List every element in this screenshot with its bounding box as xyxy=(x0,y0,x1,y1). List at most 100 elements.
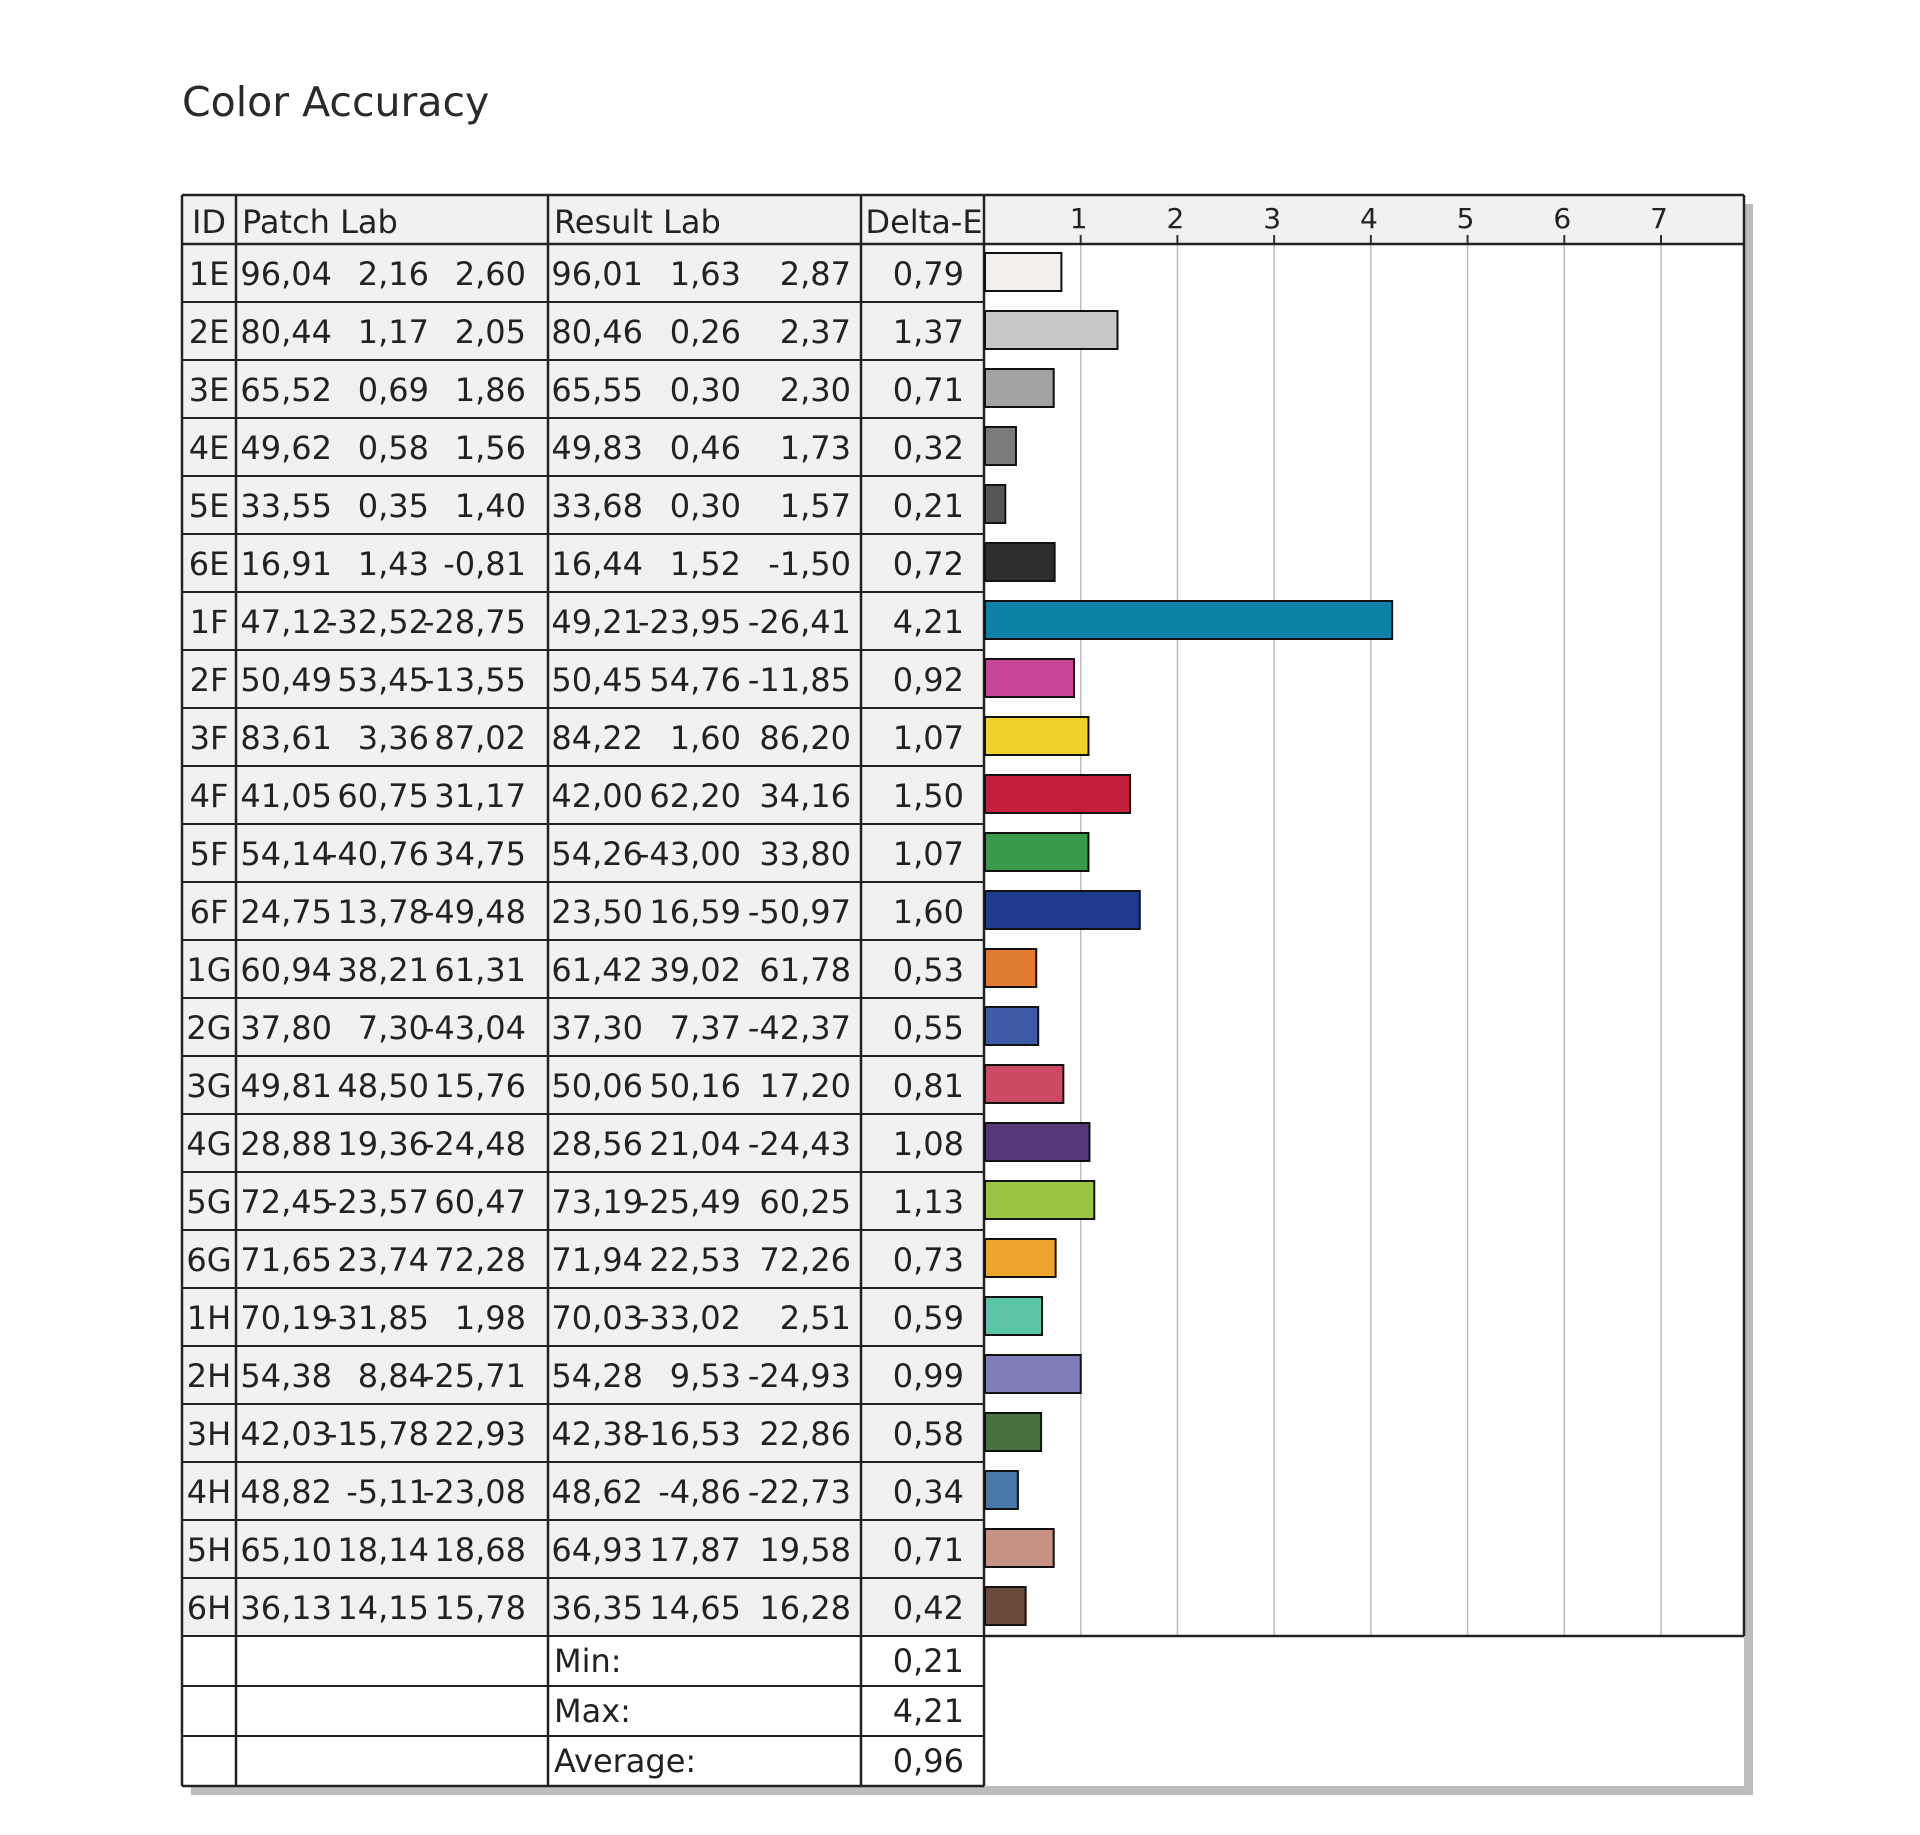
result-lab-value: 50,45 xyxy=(551,661,643,699)
table-row: 2G 37,80 7,30-43,04 37,30 7,37 -42,37 0,55 xyxy=(186,1009,964,1047)
table-row: 4F 41,05 60,75 31,17 42,00 62,20 34,16 1,50 xyxy=(190,777,964,815)
result-lab-value: 14,65 xyxy=(649,1589,741,1627)
delta-e-bar xyxy=(984,832,1090,872)
delta-e-value: 1,50 xyxy=(893,777,964,815)
result-lab-value: 48,62 xyxy=(551,1473,643,1511)
result-lab-value: 70,03 xyxy=(551,1299,643,1337)
delta-e-bar xyxy=(984,1180,1096,1220)
result-lab-value: -22,73 xyxy=(748,1473,851,1511)
patch-lab-value: 42,03 xyxy=(240,1415,332,1453)
row-id: 5G xyxy=(186,1183,231,1221)
patch-lab-value: 71,65 xyxy=(240,1241,332,1279)
result-lab-value: 1,73 xyxy=(780,429,851,467)
table-row: 4G 28,88 19,36-24,48 28,56 21,04 -24,43 1,08 xyxy=(186,1125,964,1163)
patch-lab-value: 36,13 xyxy=(240,1589,332,1627)
delta-e-value: 0,72 xyxy=(893,545,964,583)
row-id: 6H xyxy=(187,1589,231,1627)
delta-e-value: 0,53 xyxy=(893,951,964,989)
patch-lab-value: 83,61 xyxy=(240,719,332,757)
patch-lab-value: 2,16 xyxy=(358,255,429,293)
delta-e-value: 0,71 xyxy=(893,1531,964,1569)
row-id: 5H xyxy=(187,1531,231,1569)
result-lab-value: -24,93 xyxy=(748,1357,851,1395)
delta-e-bar xyxy=(984,1528,1055,1568)
patch-lab-value: -5,11 xyxy=(346,1473,429,1511)
result-lab-value: 34,16 xyxy=(759,777,851,815)
result-lab-value: 61,78 xyxy=(759,951,851,989)
row-id: 2F xyxy=(190,661,229,699)
tick-label: 1 xyxy=(1070,202,1088,235)
result-lab-value: 9,53 xyxy=(670,1357,741,1395)
table-row: 5F 54,14-40,76 34,75 54,26-43,00 33,80 1,07 xyxy=(190,835,964,873)
delta-e-value: 1,07 xyxy=(893,835,964,873)
summary-value: 4,21 xyxy=(893,1692,964,1730)
patch-lab-value: 72,45 xyxy=(240,1183,332,1221)
patch-lab-value: 2,60 xyxy=(455,255,526,293)
patch-lab-value: -25,71 xyxy=(423,1357,526,1395)
result-lab-value: -43,00 xyxy=(638,835,741,873)
table-row: 6H 36,13 14,15 15,78 36,35 14,65 16,28 0,42 xyxy=(187,1589,964,1627)
patch-lab-value: -23,08 xyxy=(423,1473,526,1511)
row-background xyxy=(182,1346,984,1404)
row-id: 2G xyxy=(186,1009,231,1047)
row-background xyxy=(182,940,984,998)
row-id: 1E xyxy=(189,255,230,293)
patch-lab-value: 37,80 xyxy=(240,1009,332,1047)
result-lab-value: 73,19 xyxy=(551,1183,643,1221)
delta-e-value: 0,99 xyxy=(893,1357,964,1395)
delta-e-value: 0,79 xyxy=(893,255,964,293)
delta-e-value: 0,21 xyxy=(893,487,964,525)
delta-e-bar xyxy=(984,716,1090,756)
result-lab-value: -11,85 xyxy=(748,661,851,699)
header-id: ID xyxy=(192,203,226,241)
delta-e-bar xyxy=(984,1064,1065,1104)
patch-lab-value: -43,04 xyxy=(423,1009,526,1047)
table-row: 6F 24,75 13,78-49,48 23,50 16,59 -50,97 1,60 xyxy=(190,893,964,931)
patch-lab-value: 14,15 xyxy=(337,1589,429,1627)
header-patch-lab: Patch Lab xyxy=(242,203,398,241)
result-lab-value: -33,02 xyxy=(638,1299,741,1337)
delta-e-bar xyxy=(984,1412,1043,1452)
row-background xyxy=(182,1404,984,1462)
patch-lab-value: 1,40 xyxy=(455,487,526,525)
result-lab-value: -23,95 xyxy=(638,603,741,641)
patch-lab-value: 50,49 xyxy=(240,661,332,699)
patch-lab-value: -15,78 xyxy=(326,1415,429,1453)
row-id: 4H xyxy=(187,1473,231,1511)
row-background xyxy=(182,882,984,940)
delta-e-value: 0,58 xyxy=(893,1415,964,1453)
table-row: 1G 60,94 38,21 61,31 61,42 39,02 61,78 0,53 xyxy=(186,951,964,989)
delta-e-value: 0,55 xyxy=(893,1009,964,1047)
row-background xyxy=(182,1056,984,1114)
patch-lab-value: 24,75 xyxy=(240,893,332,931)
table-row: 2H 54,38 8,84-25,71 54,28 9,53 -24,93 0,99 xyxy=(187,1357,964,1395)
patch-lab-value: -23,57 xyxy=(326,1183,429,1221)
result-lab-value: 19,58 xyxy=(759,1531,851,1569)
delta-e-value: 0,71 xyxy=(893,371,964,409)
table-row: 2F 50,49 53,45-13,55 50,45 54,76 -11,85 0,92 xyxy=(190,661,964,699)
result-lab-value: 17,20 xyxy=(759,1067,851,1105)
row-background xyxy=(182,766,984,824)
result-lab-value: 1,60 xyxy=(670,719,741,757)
patch-lab-value: 65,10 xyxy=(240,1531,332,1569)
delta-e-value: 0,59 xyxy=(893,1299,964,1337)
result-lab-value: -25,49 xyxy=(638,1183,741,1221)
row-id: 6F xyxy=(190,893,229,931)
row-background xyxy=(182,476,984,534)
result-lab-value: 0,30 xyxy=(670,371,741,409)
result-lab-value: 1,57 xyxy=(780,487,851,525)
delta-e-value: 1,60 xyxy=(893,893,964,931)
result-lab-value: 50,16 xyxy=(649,1067,741,1105)
patch-lab-value: 16,91 xyxy=(240,545,332,583)
result-lab-value: 22,53 xyxy=(649,1241,741,1279)
patch-lab-value: 23,74 xyxy=(337,1241,429,1279)
delta-e-bar xyxy=(984,542,1056,582)
patch-lab-value: -13,55 xyxy=(423,661,526,699)
row-background xyxy=(182,1578,984,1636)
result-lab-value: 64,93 xyxy=(551,1531,643,1569)
patch-lab-value: 65,52 xyxy=(240,371,332,409)
row-id: 1G xyxy=(186,951,231,989)
patch-lab-value: 53,45 xyxy=(337,661,429,699)
patch-lab-value: -49,48 xyxy=(423,893,526,931)
